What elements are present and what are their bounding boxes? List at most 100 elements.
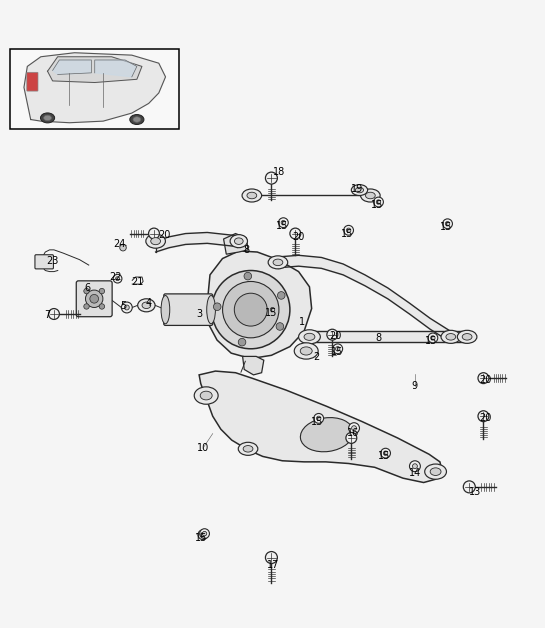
Text: 18: 18 [273,166,285,176]
Circle shape [281,220,286,225]
Polygon shape [310,332,467,342]
Circle shape [374,197,383,207]
Text: 20: 20 [329,331,341,341]
Text: 15: 15 [311,416,323,426]
Ellipse shape [40,113,54,123]
Text: 20: 20 [293,232,305,242]
Text: 17: 17 [268,560,280,570]
Ellipse shape [430,468,441,475]
Ellipse shape [425,464,446,479]
Circle shape [445,222,450,226]
Text: 13: 13 [469,487,481,497]
Text: 20: 20 [480,376,492,386]
Circle shape [317,416,321,421]
Circle shape [346,433,357,443]
Text: 23: 23 [47,256,59,266]
Ellipse shape [441,330,461,344]
Circle shape [84,304,89,309]
Text: 10: 10 [197,443,209,453]
Text: 5: 5 [120,301,126,311]
Ellipse shape [146,234,166,248]
Text: 14: 14 [409,468,421,478]
Text: 15: 15 [330,347,343,357]
Ellipse shape [238,442,258,455]
FancyBboxPatch shape [35,255,53,269]
Circle shape [344,225,354,235]
Circle shape [265,551,277,563]
Ellipse shape [294,343,318,359]
Polygon shape [53,60,92,75]
Circle shape [149,228,160,239]
Circle shape [49,308,59,320]
Text: 20: 20 [159,230,171,240]
Circle shape [268,305,277,315]
Ellipse shape [355,187,364,193]
Text: 19: 19 [350,184,363,194]
Circle shape [199,529,209,539]
Text: 15: 15 [378,452,390,462]
Polygon shape [243,357,264,375]
Polygon shape [223,234,248,254]
Ellipse shape [361,189,380,202]
Circle shape [443,219,452,229]
Circle shape [327,329,338,340]
Circle shape [116,277,119,281]
Ellipse shape [300,347,312,355]
Circle shape [90,295,99,303]
Ellipse shape [130,114,144,124]
Text: 15: 15 [265,308,277,318]
Ellipse shape [300,418,353,452]
Circle shape [198,530,208,539]
Ellipse shape [457,330,477,344]
FancyBboxPatch shape [164,294,213,325]
Ellipse shape [207,296,215,324]
Text: 15: 15 [195,533,207,543]
Circle shape [428,333,438,343]
Text: 20: 20 [480,413,492,423]
Ellipse shape [366,192,376,198]
Text: 15: 15 [276,221,288,231]
Circle shape [201,533,205,537]
Text: 2: 2 [313,352,319,362]
Circle shape [276,323,284,330]
Circle shape [463,481,475,493]
Circle shape [214,303,221,310]
Circle shape [290,228,301,239]
Circle shape [431,336,435,340]
Text: 15: 15 [440,222,453,232]
Polygon shape [47,57,142,82]
Circle shape [234,293,267,326]
Circle shape [222,281,279,338]
Ellipse shape [44,115,51,121]
Text: 15: 15 [341,229,354,239]
Circle shape [122,302,132,313]
Circle shape [336,347,340,351]
Ellipse shape [200,391,212,400]
Text: 8: 8 [376,333,382,344]
Ellipse shape [161,296,169,324]
Circle shape [99,304,105,309]
Text: 6: 6 [84,283,90,293]
Circle shape [333,344,343,354]
Ellipse shape [304,333,315,340]
Circle shape [124,305,129,310]
Text: 21: 21 [131,278,144,288]
Circle shape [238,338,246,346]
Circle shape [409,461,420,472]
Ellipse shape [273,259,283,266]
Text: 3: 3 [196,309,202,319]
Ellipse shape [230,235,247,247]
Circle shape [380,448,390,458]
Ellipse shape [243,445,253,452]
Ellipse shape [247,192,257,198]
Text: 15: 15 [425,336,438,346]
Polygon shape [24,53,166,122]
Circle shape [352,426,356,431]
Ellipse shape [446,333,456,340]
FancyBboxPatch shape [27,72,38,91]
Ellipse shape [242,189,262,202]
Text: 4: 4 [146,298,152,308]
Ellipse shape [194,387,218,404]
Ellipse shape [234,238,243,244]
Circle shape [277,291,285,299]
